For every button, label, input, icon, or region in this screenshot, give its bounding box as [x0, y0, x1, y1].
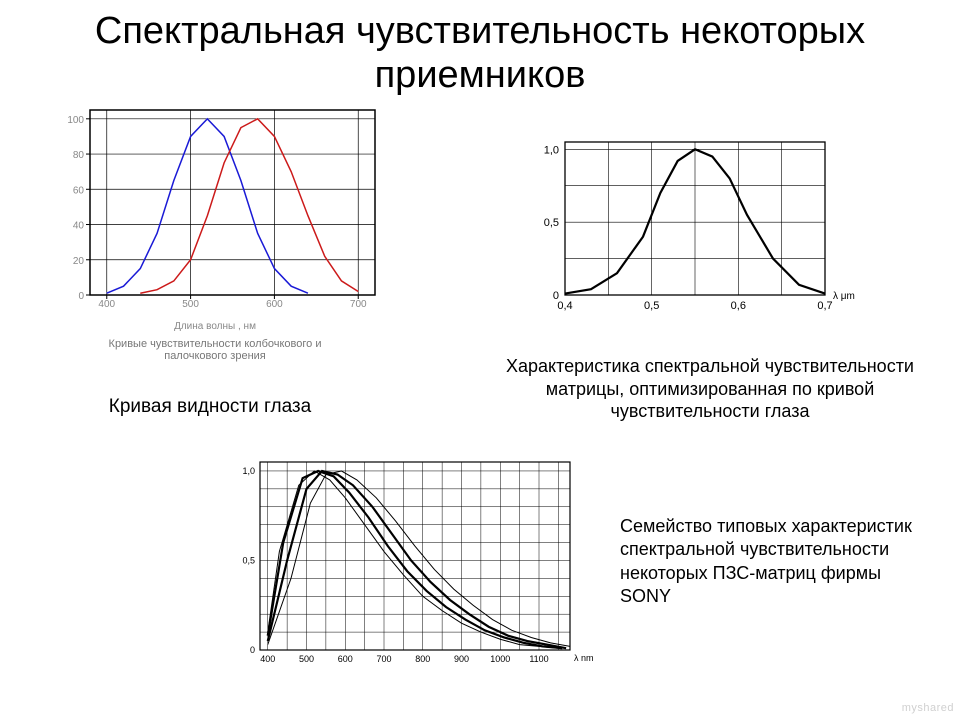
svg-text:0,5: 0,5 — [242, 555, 255, 565]
svg-text:400: 400 — [98, 299, 115, 310]
svg-text:600: 600 — [266, 299, 283, 310]
svg-text:500: 500 — [299, 654, 314, 664]
chart3-svg: 400 500 600 700 800 900 1000 1100 0 0,5 1,0 λ nm — [225, 450, 605, 680]
svg-text:500: 500 — [182, 299, 199, 310]
svg-text:100: 100 — [67, 115, 84, 126]
svg-text:1,0: 1,0 — [242, 466, 255, 476]
svg-text:1,0: 1,0 — [544, 144, 559, 156]
svg-text:700: 700 — [376, 654, 391, 664]
chart2-caption: Характеристика спектральной чувствительн… — [480, 355, 940, 423]
svg-text:λ nm: λ nm — [574, 653, 594, 663]
svg-text:λ μm: λ μm — [833, 291, 855, 302]
svg-text:80: 80 — [73, 150, 85, 161]
chart1-svg: 400 500 600 700 0 20 40 60 80 100 — [45, 100, 385, 320]
svg-text:0,5: 0,5 — [544, 217, 559, 229]
svg-text:900: 900 — [454, 654, 469, 664]
page-title: Спектральная чувствительность некоторых … — [0, 0, 960, 97]
chart-matrix-optimized: 0,4 0,5 0,6 0,7 0 0,5 1,0 λ μm — [525, 130, 865, 325]
svg-text:800: 800 — [415, 654, 430, 664]
chart1-subcaption: Кривые чувствительности колбочкового и п… — [45, 338, 385, 362]
svg-text:700: 700 — [350, 299, 367, 310]
chart-eye-sensitivity: 400 500 600 700 0 20 40 60 80 100 Длина волны , н… — [45, 100, 385, 362]
chart-sony-ccd: 400 500 600 700 800 900 1000 1100 0 0,5 1,0 λ nm — [225, 450, 605, 685]
svg-text:0,4: 0,4 — [557, 300, 572, 312]
chart1-caption: Кривая видности глаза — [70, 395, 350, 419]
chart3-caption: Семейство типовых характеристик спектрал… — [620, 515, 930, 609]
chart2-svg: 0,4 0,5 0,6 0,7 0 0,5 1,0 λ μm — [525, 130, 865, 320]
svg-text:1000: 1000 — [490, 654, 510, 664]
svg-text:40: 40 — [73, 221, 85, 232]
chart1-xlabel: Длина волны , нм — [45, 321, 385, 332]
svg-text:20: 20 — [73, 256, 85, 267]
svg-text:0,5: 0,5 — [644, 300, 659, 312]
svg-text:0: 0 — [553, 290, 559, 302]
watermark: myshared — [902, 702, 954, 714]
svg-text:0: 0 — [78, 291, 84, 302]
svg-text:400: 400 — [260, 654, 275, 664]
svg-text:600: 600 — [338, 654, 353, 664]
svg-text:60: 60 — [73, 185, 85, 196]
svg-text:0,7: 0,7 — [817, 300, 832, 312]
svg-text:0: 0 — [250, 645, 255, 655]
svg-text:0,6: 0,6 — [731, 300, 746, 312]
svg-text:1100: 1100 — [529, 654, 548, 664]
